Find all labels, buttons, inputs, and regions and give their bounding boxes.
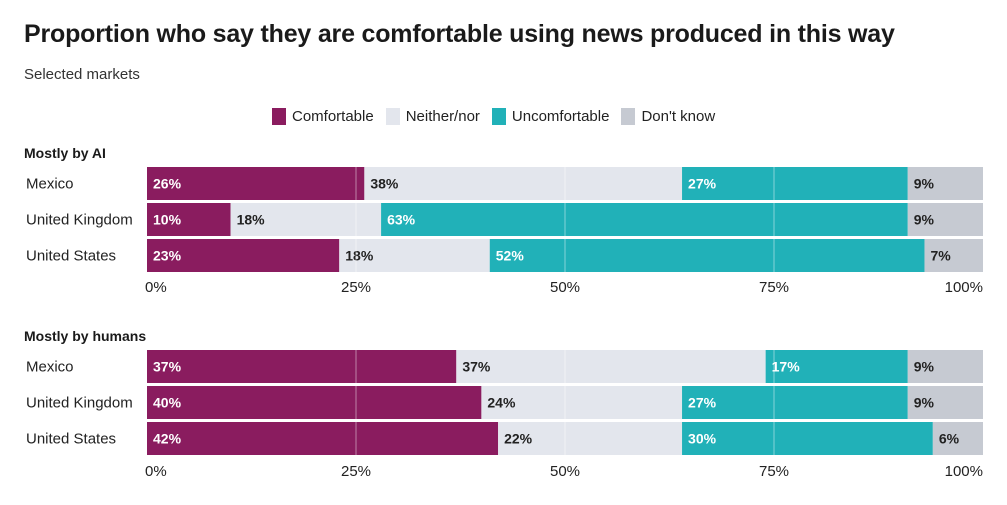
data-label-mostly-by-humans-mexico-uncomfortable: 17% <box>772 359 801 375</box>
bar-segment-mostly-by-humans-united-kingdom-neither-nor <box>481 386 683 419</box>
category-label-mostly-by-humans-united-states: United States <box>26 431 116 448</box>
bar-segment-mostly-by-humans-united-states-neither-nor <box>498 422 683 455</box>
legend-swatch-comfortable <box>272 108 286 125</box>
panel-title-mostly-by-ai: Mostly by AI <box>24 145 106 161</box>
data-label-mostly-by-ai-united-states-comfortable: 23% <box>153 248 182 264</box>
data-label-mostly-by-ai-mexico-neither-nor: 38% <box>370 176 399 192</box>
chart-title: Proportion who say they are comfortable … <box>24 20 895 48</box>
category-label-mostly-by-ai-mexico: Mexico <box>26 176 74 193</box>
category-label-mostly-by-humans-united-kingdom: United Kingdom <box>26 395 133 412</box>
data-label-mostly-by-humans-united-kingdom-uncomfortable: 27% <box>688 395 717 411</box>
legend-swatch-uncomfortable <box>491 108 506 125</box>
legend-swatch-neither-nor <box>385 108 400 125</box>
tick-label-mostly-by-humans-25: 25% <box>341 463 371 480</box>
bar-segment-mostly-by-ai-mexico-don-t-know <box>907 167 983 200</box>
data-label-mostly-by-ai-mexico-comfortable: 26% <box>153 176 182 192</box>
legend-item-dont-know: Don't know <box>621 108 715 125</box>
bar-segment-mostly-by-humans-united-states-comfortable <box>147 422 499 455</box>
tick-label-mostly-by-humans-75: 75% <box>759 463 789 480</box>
category-label-mostly-by-ai-united-kingdom: United Kingdom <box>26 212 133 229</box>
tick-label-mostly-by-ai-25: 25% <box>341 279 371 296</box>
data-label-mostly-by-humans-mexico-neither-nor: 37% <box>462 359 491 375</box>
data-label-mostly-by-humans-united-states-neither-nor: 22% <box>504 431 533 447</box>
category-label-mostly-by-humans-mexico: Mexico <box>26 359 74 376</box>
data-label-mostly-by-ai-united-kingdom-don-t-know: 9% <box>914 212 935 228</box>
bar-segment-mostly-by-humans-mexico-comfortable <box>147 350 457 383</box>
bar-segment-mostly-by-humans-united-states-don-t-know <box>932 422 983 455</box>
data-label-mostly-by-humans-united-kingdom-comfortable: 40% <box>153 395 182 411</box>
panel-title-mostly-by-humans: Mostly by humans <box>24 328 146 344</box>
tick-label-mostly-by-humans-0: 0% <box>145 463 167 480</box>
chart-subtitle: Selected markets <box>24 66 140 83</box>
legend: Comfortable Neither/nor Uncomfortable Do… <box>272 108 715 125</box>
legend-item-comfortable: Comfortable <box>272 108 374 125</box>
bar-segment-mostly-by-humans-united-kingdom-don-t-know <box>907 386 983 419</box>
data-label-mostly-by-humans-united-states-don-t-know: 6% <box>939 431 960 447</box>
data-label-mostly-by-humans-united-kingdom-neither-nor: 24% <box>487 395 516 411</box>
data-label-mostly-by-humans-mexico-don-t-know: 9% <box>914 359 935 375</box>
tick-label-mostly-by-ai-75: 75% <box>759 279 789 296</box>
data-label-mostly-by-humans-united-states-comfortable: 42% <box>153 431 182 447</box>
bar-segment-mostly-by-ai-united-states-comfortable <box>147 239 340 272</box>
tick-label-mostly-by-ai-100: 100% <box>945 279 983 296</box>
bar-segment-mostly-by-ai-united-kingdom-don-t-know <box>907 203 983 236</box>
bar-segment-mostly-by-ai-united-kingdom-neither-nor <box>230 203 382 236</box>
tick-label-mostly-by-humans-100: 100% <box>945 463 983 480</box>
bar-segment-mostly-by-ai-united-states-uncomfortable <box>489 239 925 272</box>
bar-segment-mostly-by-humans-united-kingdom-comfortable <box>147 386 482 419</box>
legend-label-uncomfortable: Uncomfortable <box>511 108 610 125</box>
data-label-mostly-by-ai-united-kingdom-neither-nor: 18% <box>237 212 266 228</box>
bar-segment-mostly-by-ai-mexico-neither-nor <box>364 167 683 200</box>
tick-label-mostly-by-ai-50: 50% <box>550 279 580 296</box>
legend-label-neither-nor: Neither/nor <box>405 108 480 125</box>
legend-item-uncomfortable: Uncomfortable <box>491 108 610 125</box>
bar-segment-mostly-by-ai-united-kingdom-comfortable <box>147 203 231 236</box>
legend-label-dont-know: Don't know <box>641 108 716 125</box>
bar-segment-mostly-by-ai-mexico-comfortable <box>147 167 365 200</box>
bar-segment-mostly-by-humans-mexico-don-t-know <box>907 350 983 383</box>
bar-segment-mostly-by-humans-mexico-neither-nor <box>456 350 766 383</box>
bar-segment-mostly-by-humans-mexico-uncomfortable <box>765 350 908 383</box>
legend-item-neither-nor: Neither/nor <box>385 108 480 125</box>
bar-segment-mostly-by-ai-united-kingdom-uncomfortable <box>381 203 908 236</box>
bar-segment-mostly-by-humans-united-kingdom-uncomfortable <box>682 386 908 419</box>
data-label-mostly-by-ai-united-states-neither-nor: 18% <box>345 248 374 264</box>
bar-segment-mostly-by-humans-united-states-uncomfortable <box>682 422 933 455</box>
tick-label-mostly-by-ai-0: 0% <box>145 279 167 296</box>
data-label-mostly-by-ai-united-states-don-t-know: 7% <box>930 248 951 264</box>
data-label-mostly-by-ai-mexico-uncomfortable: 27% <box>688 176 717 192</box>
data-label-mostly-by-ai-mexico-don-t-know: 9% <box>914 176 935 192</box>
data-label-mostly-by-ai-united-kingdom-uncomfortable: 63% <box>387 212 416 228</box>
data-label-mostly-by-humans-united-states-uncomfortable: 30% <box>688 431 717 447</box>
data-label-mostly-by-humans-mexico-comfortable: 37% <box>153 359 182 375</box>
legend-label-comfortable: Comfortable <box>292 108 374 125</box>
bar-segment-mostly-by-ai-united-states-don-t-know <box>924 239 983 272</box>
legend-swatch-dont-know <box>621 108 636 125</box>
category-label-mostly-by-ai-united-states: United States <box>26 248 116 265</box>
bar-segment-mostly-by-ai-united-states-neither-nor <box>339 239 490 272</box>
bar-segment-mostly-by-ai-mexico-uncomfortable <box>682 167 908 200</box>
tick-label-mostly-by-humans-50: 50% <box>550 463 580 480</box>
data-label-mostly-by-ai-united-kingdom-comfortable: 10% <box>153 212 182 228</box>
data-label-mostly-by-humans-united-kingdom-don-t-know: 9% <box>914 395 935 411</box>
data-label-mostly-by-ai-united-states-uncomfortable: 52% <box>496 248 525 264</box>
